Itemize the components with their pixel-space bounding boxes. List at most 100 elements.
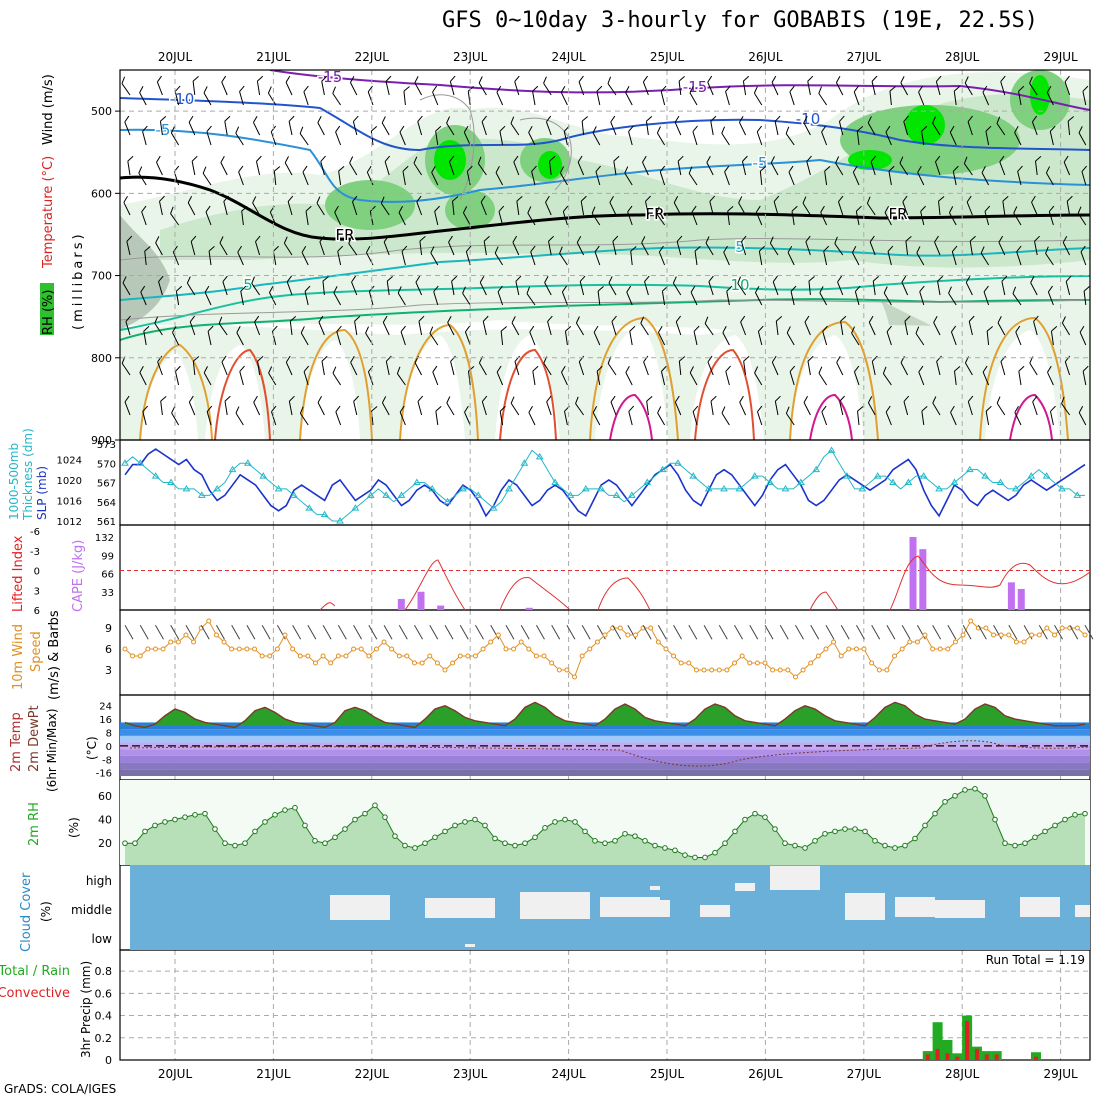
barb-flag bbox=[138, 166, 143, 174]
rh-point bbox=[952, 793, 958, 799]
barb-flag bbox=[386, 275, 393, 282]
barb-shaft bbox=[1079, 332, 1087, 346]
barb-shaft bbox=[932, 122, 941, 136]
wind-barb bbox=[349, 75, 358, 96]
barb-shaft bbox=[526, 293, 536, 306]
barb-flag bbox=[856, 126, 864, 132]
barb-shaft bbox=[724, 171, 730, 186]
barb-flag bbox=[480, 195, 486, 203]
barb-shaft bbox=[1049, 131, 1054, 146]
barb-shaft bbox=[1064, 81, 1071, 96]
rh-point bbox=[822, 830, 828, 837]
wind-barb bbox=[548, 156, 556, 176]
barb-shaft bbox=[658, 251, 666, 266]
barb-shaft bbox=[804, 321, 811, 336]
barb-shaft bbox=[625, 372, 633, 386]
wind-barb bbox=[305, 205, 312, 226]
barb-shaft bbox=[646, 401, 649, 416]
upper-ylabel-units: (millibars) bbox=[71, 231, 86, 330]
barb-flag bbox=[820, 205, 825, 213]
thickness-marker bbox=[412, 478, 421, 485]
barb-flag bbox=[497, 285, 503, 293]
barb-shaft bbox=[478, 362, 487, 376]
barb-flag bbox=[435, 405, 442, 412]
wind-barb bbox=[721, 406, 730, 426]
wind-barb bbox=[467, 85, 474, 106]
wind-barb bbox=[888, 165, 895, 186]
barb-flag bbox=[417, 115, 423, 122]
barb-shaft bbox=[818, 372, 828, 386]
wind-barb bbox=[564, 325, 572, 346]
barb-shaft bbox=[710, 401, 714, 416]
thickness-marker bbox=[935, 484, 943, 492]
wind-barb bbox=[630, 246, 637, 266]
rh-point bbox=[1042, 828, 1048, 835]
barb-flag bbox=[917, 165, 922, 173]
temp-tick: 0 bbox=[106, 742, 112, 753]
cloud-block bbox=[845, 893, 885, 920]
barb-shaft bbox=[984, 211, 990, 226]
barb-flag bbox=[743, 75, 750, 82]
wind-barb bbox=[1000, 355, 1006, 376]
barb-flag bbox=[400, 325, 406, 332]
wind-barb bbox=[935, 75, 942, 96]
barb-shaft bbox=[581, 121, 585, 136]
wind-tick: 6 bbox=[105, 643, 112, 656]
barb-flag bbox=[743, 355, 750, 362]
barb-shaft bbox=[206, 131, 212, 146]
wind-barb bbox=[933, 315, 941, 336]
barb-shaft bbox=[350, 362, 358, 376]
wind-barb bbox=[334, 205, 342, 226]
barb-flag bbox=[450, 355, 456, 362]
footer-credit: GrADS: COLA/IGES bbox=[4, 1082, 117, 1096]
wind-speed-point bbox=[625, 632, 631, 638]
barb-shaft bbox=[499, 411, 504, 426]
barb-flag bbox=[496, 365, 502, 373]
barb-flag bbox=[499, 405, 506, 412]
barb-flag bbox=[545, 195, 550, 203]
barb-shaft bbox=[564, 411, 568, 426]
wind-barb-10m bbox=[322, 624, 332, 640]
barb-shaft bbox=[953, 371, 957, 386]
wind-barb bbox=[738, 196, 747, 216]
barb-flag bbox=[660, 85, 667, 92]
barb-shaft bbox=[300, 332, 309, 346]
barb-flag bbox=[721, 126, 726, 134]
temperature-contour bbox=[120, 175, 1090, 241]
barb-shaft bbox=[1017, 171, 1022, 186]
barb-flag bbox=[607, 76, 612, 84]
barb-flag bbox=[514, 75, 520, 82]
upper-ylabel-wind: Wind (m/s) bbox=[41, 74, 56, 145]
barb-flag bbox=[561, 285, 567, 293]
barb-flag bbox=[548, 235, 555, 242]
temperature-contour bbox=[120, 128, 1090, 203]
upper-ytick-label: 800 bbox=[91, 352, 112, 365]
cloud-block bbox=[935, 900, 985, 918]
barb-shaft bbox=[1048, 211, 1054, 226]
barb-flag bbox=[299, 126, 304, 134]
barb-shaft bbox=[787, 252, 795, 266]
barb-shaft bbox=[434, 211, 439, 226]
wind-speed-point bbox=[922, 632, 928, 638]
wind-speed-point bbox=[632, 632, 638, 638]
barb-flag bbox=[661, 365, 667, 372]
barb-shaft bbox=[401, 251, 406, 266]
barb-shaft bbox=[284, 162, 293, 176]
slp-tick: 1024 bbox=[57, 455, 82, 466]
wind-barb bbox=[270, 405, 277, 426]
wind-speed-point bbox=[259, 653, 265, 659]
wind-barb bbox=[124, 115, 131, 136]
barb-flag bbox=[948, 286, 952, 294]
wind-barb bbox=[753, 86, 763, 106]
barb-shaft bbox=[254, 321, 261, 336]
wind-barb bbox=[629, 325, 636, 346]
barb-flag bbox=[203, 366, 208, 373]
wind-barb bbox=[240, 285, 247, 306]
barb-flag bbox=[772, 275, 778, 283]
barb-flag bbox=[769, 236, 774, 244]
wind-speed-point bbox=[594, 639, 600, 645]
barb-shaft bbox=[531, 171, 536, 186]
barb-shaft bbox=[255, 161, 261, 176]
barb-shaft bbox=[1083, 291, 1087, 306]
barb-shaft bbox=[548, 241, 552, 256]
